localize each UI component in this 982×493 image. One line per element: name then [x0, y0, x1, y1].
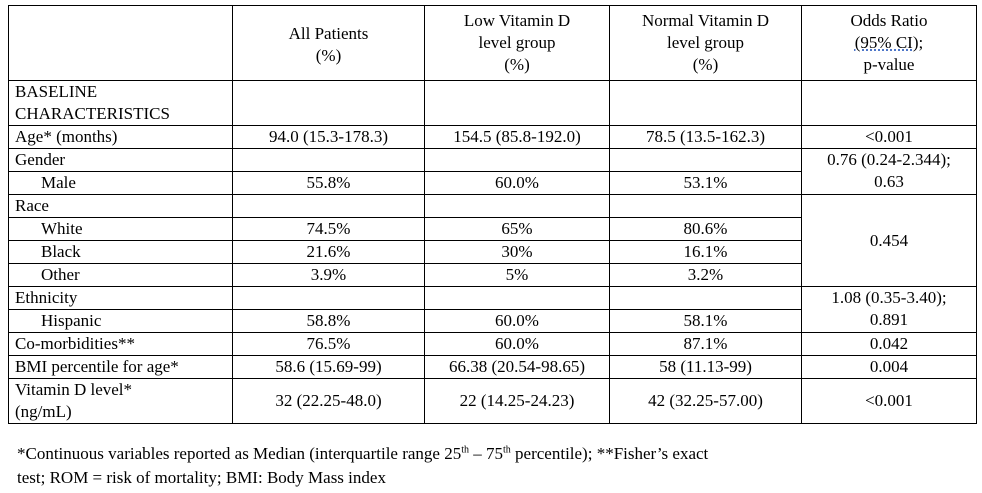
cell-low: 66.38 (20.54-98.65) [424, 355, 610, 379]
row-label: Age* (months) [8, 125, 233, 149]
table-row-bmi: BMI percentile for age* 58.6 (15.69-99) … [8, 355, 977, 379]
cell-or: 0.042 [801, 332, 977, 356]
cell-all: 32 (22.25-48.0) [232, 378, 425, 424]
table-footnote: *Continuous variables reported as Median… [17, 444, 709, 487]
cell-low: 30% [424, 240, 610, 264]
cell-all: 55.8% [232, 171, 425, 195]
cell-or: <0.001 [801, 125, 977, 149]
results-table: All Patients (%) Low Vitamin D level gro… [8, 5, 977, 424]
table-row-white: White 74.5% 65% 80.6% [8, 217, 977, 241]
cell-low: 65% [424, 217, 610, 241]
cell-normal: 3.2% [609, 263, 802, 287]
header-low-vitamin-d: Low Vitamin D level group (%) [424, 5, 610, 81]
table-row-gender: Gender 0.76 (0.24-2.344); 0.63 [8, 148, 977, 195]
section-row: BASELINE CHARACTERISTICS [8, 80, 977, 126]
row-label: Hispanic [8, 309, 233, 333]
row-label: Other [8, 263, 233, 287]
cell-or: 0.004 [801, 355, 977, 379]
table-row-male: Male 55.8% 60.0% 53.1% [8, 171, 977, 195]
header-odds-ratio: Odds Ratio (95% CI); p-value [801, 5, 977, 81]
cell-or-gender: 0.76 (0.24-2.344); 0.63 [801, 148, 977, 195]
table-row-ethnicity: Ethnicity 1.08 (0.35-3.40); 0.891 [8, 286, 977, 333]
cell-all: 58.6 (15.69-99) [232, 355, 425, 379]
cell-normal: 58.1% [609, 309, 802, 333]
table-header-row: All Patients (%) Low Vitamin D level gro… [8, 5, 977, 81]
row-label: Male [8, 171, 233, 195]
row-label: White [8, 217, 233, 241]
cell-normal: 78.5 (13.5-162.3) [609, 125, 802, 149]
cell-low: 5% [424, 263, 610, 287]
section-label: BASELINE CHARACTERISTICS [8, 80, 233, 126]
cell-or-race: 0.454 [801, 194, 977, 287]
cell-or: <0.001 [801, 378, 977, 424]
table-row-vitamin-d: Vitamin D level* (ng/mL) 32 (22.25-48.0)… [8, 378, 977, 424]
table-row-age: Age* (months) 94.0 (15.3-178.3) 154.5 (8… [8, 125, 977, 149]
row-label: Race [8, 194, 233, 218]
cell-low: 22 (14.25-24.23) [424, 378, 610, 424]
cell-normal: 53.1% [609, 171, 802, 195]
row-label: Black [8, 240, 233, 264]
row-label: Vitamin D level* (ng/mL) [8, 378, 233, 424]
cell-all: 3.9% [232, 263, 425, 287]
cell-low: 60.0% [424, 309, 610, 333]
cell-low: 60.0% [424, 171, 610, 195]
cell-all: 58.8% [232, 309, 425, 333]
cell-normal: 80.6% [609, 217, 802, 241]
row-label: Ethnicity [8, 286, 233, 310]
cell-all: 76.5% [232, 332, 425, 356]
cell-low: 154.5 (85.8-192.0) [424, 125, 610, 149]
header-empty-cell [8, 5, 233, 81]
row-label: BMI percentile for age* [8, 355, 233, 379]
header-normal-vitamin-d: Normal Vitamin D level group (%) [609, 5, 802, 81]
table-row-other: Other 3.9% 5% 3.2% [8, 263, 977, 287]
table-row-race: Race 0.454 [8, 194, 977, 287]
cell-normal: 87.1% [609, 332, 802, 356]
table-row-comorbidities: Co-morbidities** 76.5% 60.0% 87.1% 0.042 [8, 332, 977, 356]
header-all-patients: All Patients (%) [232, 5, 425, 81]
cell-normal: 42 (32.25-57.00) [609, 378, 802, 424]
cell-all: 74.5% [232, 217, 425, 241]
row-label: Gender [8, 148, 233, 172]
table-row-hispanic: Hispanic 58.8% 60.0% 58.1% [8, 309, 977, 333]
cell-normal: 58 (11.13-99) [609, 355, 802, 379]
table-row-black: Black 21.6% 30% 16.1% [8, 240, 977, 264]
cell-low: 60.0% [424, 332, 610, 356]
cell-all: 21.6% [232, 240, 425, 264]
cell-normal: 16.1% [609, 240, 802, 264]
row-label: Co-morbidities** [8, 332, 233, 356]
cell-or-ethnicity: 1.08 (0.35-3.40); 0.891 [801, 286, 977, 333]
cell-all: 94.0 (15.3-178.3) [232, 125, 425, 149]
